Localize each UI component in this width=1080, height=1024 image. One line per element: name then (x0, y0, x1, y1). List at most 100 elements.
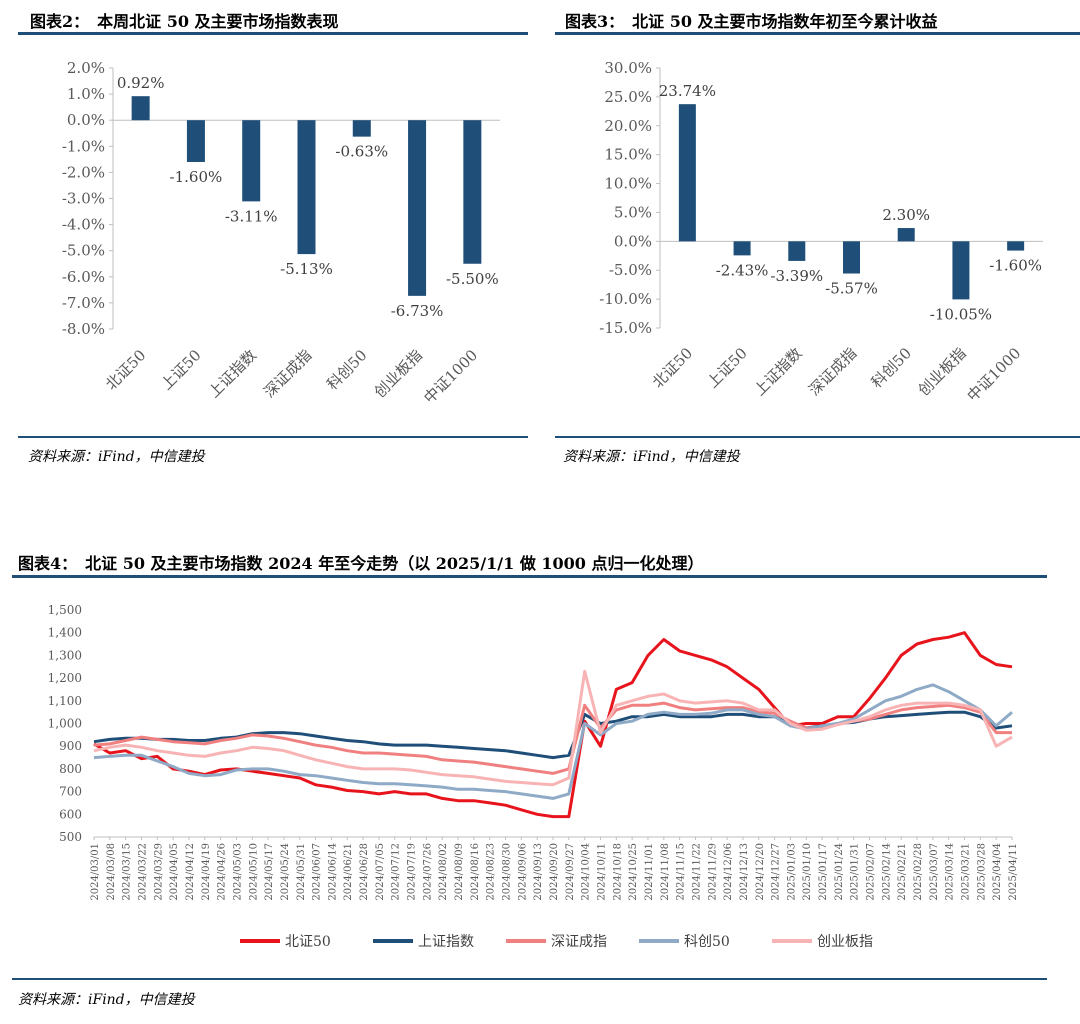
x-tick-label: 2024/04/26 (217, 843, 228, 901)
y-tick-label: 0.0% (67, 111, 105, 129)
legend-label: 创业板指 (817, 934, 873, 950)
bar-value-label: -2.43% (716, 261, 769, 279)
y-tick-label: 2.0% (67, 59, 105, 77)
bar-上证50 (186, 120, 205, 162)
fig4-title-rule (12, 575, 1047, 578)
x-tick-label: 2024/08/30 (502, 843, 513, 901)
bar-中证1000 (463, 120, 482, 264)
x-tick-label: 2024/12/27 (771, 843, 782, 901)
x-tick-label: 2024/03/15 (122, 843, 133, 901)
x-tick-label: 2024/11/01 (644, 843, 655, 901)
x-category-label: 深证成指 (805, 344, 860, 399)
y-tick-label: -4.0% (62, 216, 105, 234)
x-tick-label: 2025/02/21 (897, 843, 908, 901)
x-tick-label: 2024/03/29 (153, 843, 164, 901)
fig3-source: 资料来源：iFind，中信建投 (563, 449, 740, 465)
fig2-source: 资料来源：iFind，中信建投 (28, 449, 205, 465)
x-tick-label: 2024/09/13 (533, 843, 544, 901)
x-tick-label: 2024/08/23 (486, 843, 497, 901)
x-tick-label: 2024/11/29 (707, 843, 718, 901)
bar-value-label: -1.60% (989, 257, 1042, 275)
y-tick-label: 10.0% (604, 175, 652, 193)
bar-value-label: -3.11% (225, 207, 278, 225)
fig4-source: 资料来源：iFind，中信建投 (18, 992, 195, 1008)
x-tick-label: 2025/02/14 (881, 843, 892, 901)
y-tick-label: 1,300 (48, 648, 82, 662)
x-tick-label: 2025/04/11 (1008, 843, 1019, 901)
y-tick-label: -10.0% (599, 290, 652, 308)
y-tick-label: 500 (59, 830, 82, 844)
legend-label: 北证50 (285, 934, 331, 950)
x-tick-label: 2024/09/06 (517, 843, 528, 901)
x-tick-label: 2024/11/08 (660, 843, 671, 901)
fig2-title-rule (18, 32, 528, 35)
y-tick-label: -2.0% (62, 163, 105, 181)
fig3-bar-chart: 30.0% 25.0% 20.0% 15.0% 10.0% 5.0% 0.0% -5.0% -1… (599, 59, 1043, 405)
x-tick-label: 2025/02/28 (913, 843, 924, 901)
x-tick-label: 2024/03/22 (137, 843, 148, 901)
bar-value-label: 2.30% (882, 206, 930, 224)
x-category-label: 上证指数 (205, 346, 260, 401)
y-tick-label: -8.0% (62, 320, 105, 338)
x-tick-label: 2024/10/04 (581, 843, 592, 901)
bar-value-label: -0.63% (335, 143, 388, 161)
fig3-title-rule (555, 32, 1080, 35)
y-tick-label: -1.0% (62, 137, 105, 155)
x-category-label: 创业板指 (371, 346, 426, 401)
x-tick-label: 2025/02/07 (866, 843, 877, 901)
x-tick-label: 2024/07/26 (422, 843, 433, 901)
y-tick-label: 0.0% (614, 232, 652, 250)
x-category-label: 创业板指 (915, 344, 970, 399)
x-tick-label: 2024/06/07 (312, 843, 323, 901)
x-tick-label: 2025/03/28 (976, 843, 987, 901)
y-tick-label: 1.0% (67, 85, 105, 103)
fig2-title: 图表2： 本周北证 50 及主要市场指数表现 (30, 12, 339, 31)
series-line-科创50 (93, 683, 1013, 800)
x-category-label: 上证50 (703, 344, 750, 391)
y-tick-label: 700 (59, 785, 82, 799)
x-tick-label: 2024/05/31 (296, 843, 307, 901)
y-tick-label: -3.0% (62, 190, 105, 208)
y-tick-label: 1,500 (48, 603, 82, 617)
bar-上证指数 (788, 241, 806, 261)
y-tick-label: -15.0% (599, 319, 652, 337)
x-tick-label: 2025/01/31 (850, 843, 861, 901)
bar-深证成指 (297, 120, 316, 255)
x-tick-label: 2024/04/19 (201, 843, 212, 901)
bar-科创50 (352, 120, 371, 137)
y-tick-label: -5.0% (62, 242, 105, 260)
x-tick-label: 2024/10/11 (596, 843, 607, 901)
y-tick-label: 1,400 (48, 626, 82, 640)
legend-label: 上证指数 (418, 934, 474, 950)
fig3-bottom-rule (555, 436, 1080, 438)
x-category-label: 深证成指 (260, 346, 315, 401)
x-tick-label: 2024/12/06 (723, 843, 734, 901)
y-tick-label: -5.0% (609, 261, 652, 279)
x-tick-label: 2024/07/12 (391, 843, 402, 901)
fig4-title: 图表4： 北证 50 及主要市场指数 2024 年至今走势（以 2025/1/1… (18, 554, 704, 573)
bar-value-label: -5.57% (825, 280, 878, 298)
x-tick-label: 2024/11/15 (676, 843, 687, 901)
bar-上证指数 (242, 120, 261, 202)
x-category-label: 北证50 (102, 346, 149, 393)
x-tick-label: 2024/04/05 (169, 843, 180, 901)
bar-上证50 (733, 241, 751, 256)
x-tick-label: 2024/06/28 (359, 843, 370, 901)
x-tick-label: 2024/07/19 (407, 843, 418, 901)
x-tick-label: 2025/01/17 (818, 843, 829, 901)
y-tick-label: 900 (59, 739, 82, 753)
y-tick-label: 800 (59, 762, 82, 776)
x-tick-label: 2024/08/16 (470, 843, 481, 901)
bar-value-label: -6.73% (391, 302, 444, 320)
x-tick-label: 2025/01/10 (802, 843, 813, 901)
bar-value-label: -3.39% (770, 267, 823, 285)
x-tick-label: 2025/03/14 (945, 843, 956, 901)
x-tick-label: 2024/04/12 (185, 843, 196, 901)
bar-深证成指 (843, 241, 860, 274)
fig2-bottom-rule (18, 436, 528, 438)
fig4-line-chart: 1,500 1,400 1,300 1,200 1,100 1,000 900 800 700 6… (48, 603, 1019, 950)
bar-value-label: -10.05% (930, 305, 992, 323)
y-tick-label: 600 (59, 807, 82, 821)
x-tick-label: 2024/12/13 (739, 843, 750, 901)
legend-label: 科创50 (684, 934, 730, 950)
